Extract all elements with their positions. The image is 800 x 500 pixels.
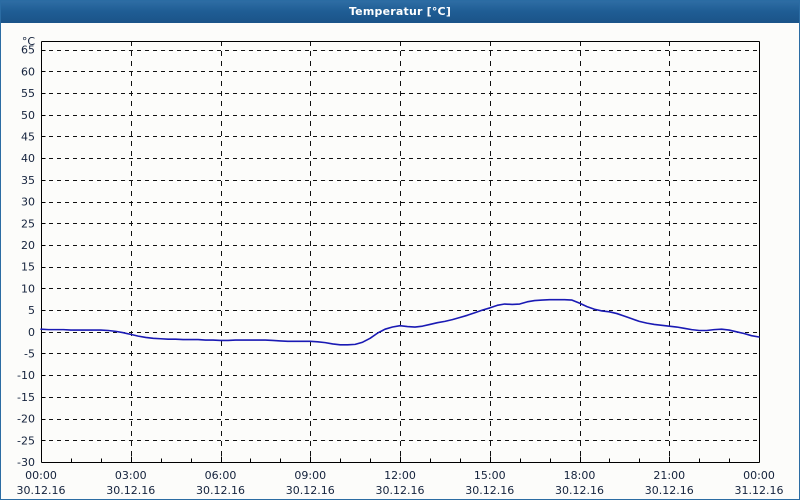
- y-tick-label: 65: [21, 44, 35, 57]
- y-tick-label: 15: [21, 261, 35, 274]
- x-tick-label-time: 00:00: [743, 469, 775, 482]
- y-tick-label: 0: [28, 326, 35, 339]
- vertical-gridlines: [131, 41, 670, 462]
- y-axis-unit-label: °C: [22, 35, 36, 48]
- x-tick-label-date: 30.12.16: [196, 484, 245, 497]
- y-tick-label: 10: [21, 282, 35, 295]
- x-tick-label-time: 21:00: [653, 469, 685, 482]
- x-tick-label-time: 03:00: [115, 469, 147, 482]
- y-tick-label: 20: [21, 239, 35, 252]
- x-tick-label-date: 30.12.16: [465, 484, 514, 497]
- x-tick-label-date: 30.12.16: [555, 484, 604, 497]
- y-axis-tick-labels: 65605550454035302520151050-5-10-15-20-25…: [17, 44, 35, 469]
- x-tick-label-time: 00:00: [25, 469, 57, 482]
- y-tick-label: -10: [17, 369, 35, 382]
- y-tick-label: 50: [21, 109, 35, 122]
- window-titlebar: Temperatur [°C]: [1, 1, 799, 23]
- x-tick-label-date: 30.12.16: [645, 484, 694, 497]
- y-tick-label: -30: [17, 456, 35, 469]
- window-title: Temperatur [°C]: [348, 5, 452, 18]
- y-tick-label: 60: [21, 65, 35, 78]
- x-tick-label-date: 31.12.16: [735, 484, 784, 497]
- x-tick-label-time: 12:00: [384, 469, 416, 482]
- y-tick-label: 35: [21, 174, 35, 187]
- y-tick-label: 55: [21, 87, 35, 100]
- x-axis-tick-labels: 00:00 30.12.16 03:00 30.12.16 06:00 30.12.16 0…: [17, 469, 784, 497]
- x-tick-label-time: 15:00: [474, 469, 506, 482]
- y-tick-label: 45: [21, 130, 35, 143]
- y-tick-label: -20: [17, 413, 35, 426]
- y-tick-label: -5: [24, 347, 35, 360]
- y-tick-label: -25: [17, 434, 35, 447]
- x-tick-label-time: 06:00: [205, 469, 237, 482]
- y-tick-label: 5: [28, 304, 35, 317]
- y-tick-label: 30: [21, 196, 35, 209]
- x-tick-label-date: 30.12.16: [286, 484, 335, 497]
- chart-plot-area: 65 60 55 50 45 40 35 30 25 20 15 10 5 0 -5 -10 -15 -20 -25…: [1, 23, 799, 499]
- y-tick-label: 25: [21, 217, 35, 230]
- x-tick-label-date: 30.12.16: [17, 484, 66, 497]
- y-tick-label: 40: [21, 152, 35, 165]
- temperature-series-line: [40, 298, 760, 346]
- x-tick-label-time: 18:00: [564, 469, 596, 482]
- temperature-line-chart: 65605550454035302520151050-5-10-15-20-25…: [1, 23, 799, 499]
- y-tick-label: -15: [17, 391, 35, 404]
- x-tick-label-date: 30.12.16: [106, 484, 155, 497]
- x-tick-label-date: 30.12.16: [376, 484, 425, 497]
- x-tick-label-time: 09:00: [294, 469, 326, 482]
- x-tickmarks: [41, 50, 760, 463]
